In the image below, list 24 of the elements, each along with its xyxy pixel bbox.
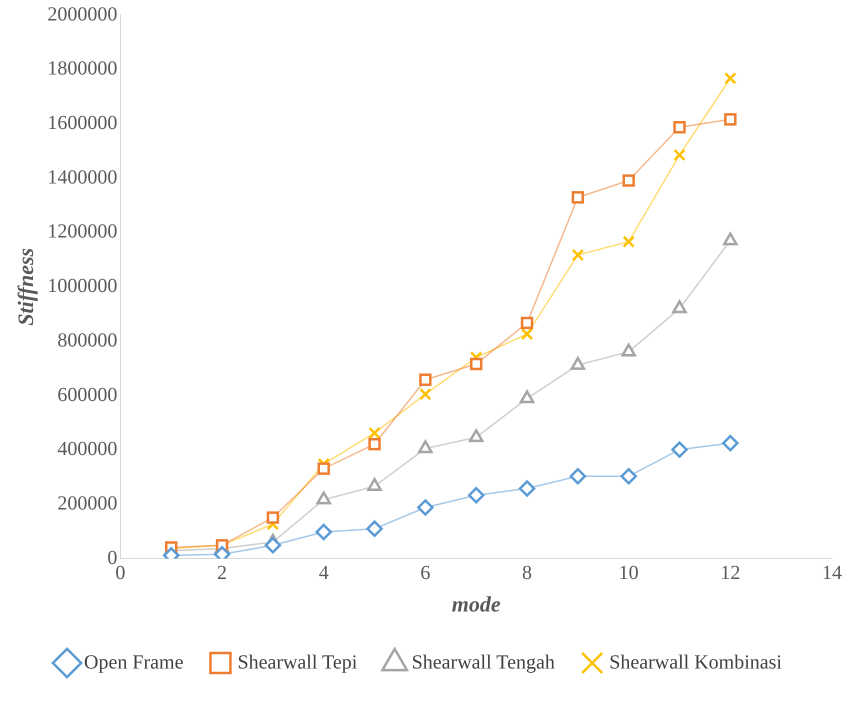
- y-tick-label: 600000: [57, 384, 118, 406]
- y-tick-label: 2000000: [47, 3, 118, 26]
- legend-label: Open Frame: [84, 651, 184, 674]
- y-tick-label: 200000: [57, 492, 118, 514]
- legend-label: Shearwall Kombinasi: [609, 651, 782, 674]
- y-tick-label: 800000: [57, 329, 118, 352]
- y-tick-label: 1800000: [47, 58, 118, 80]
- y-tick-label: 1200000: [47, 220, 118, 243]
- x-tick-label: 12: [720, 562, 740, 584]
- y-tick-label: 1600000: [47, 112, 118, 134]
- legend-label: Shearwall Tengah: [412, 651, 555, 674]
- x-tick-label: 14: [822, 562, 842, 584]
- x-tick-label: 4: [318, 562, 329, 584]
- y-tick-label: 0: [107, 546, 118, 569]
- x-tick-label: 2: [217, 562, 228, 584]
- y-axis-title: Stiffness: [12, 248, 38, 326]
- x-tick-label: 8: [522, 562, 532, 584]
- y-tick-label: 400000: [57, 438, 118, 460]
- y-tick-label: 1400000: [47, 166, 118, 188]
- x-tick-label: 6: [420, 562, 430, 584]
- legend-label: Shearwall Tepi: [237, 651, 358, 674]
- x-axis-title: mode: [452, 591, 501, 616]
- x-tick-label: 10: [618, 562, 639, 584]
- y-tick-label: 1000000: [47, 275, 118, 298]
